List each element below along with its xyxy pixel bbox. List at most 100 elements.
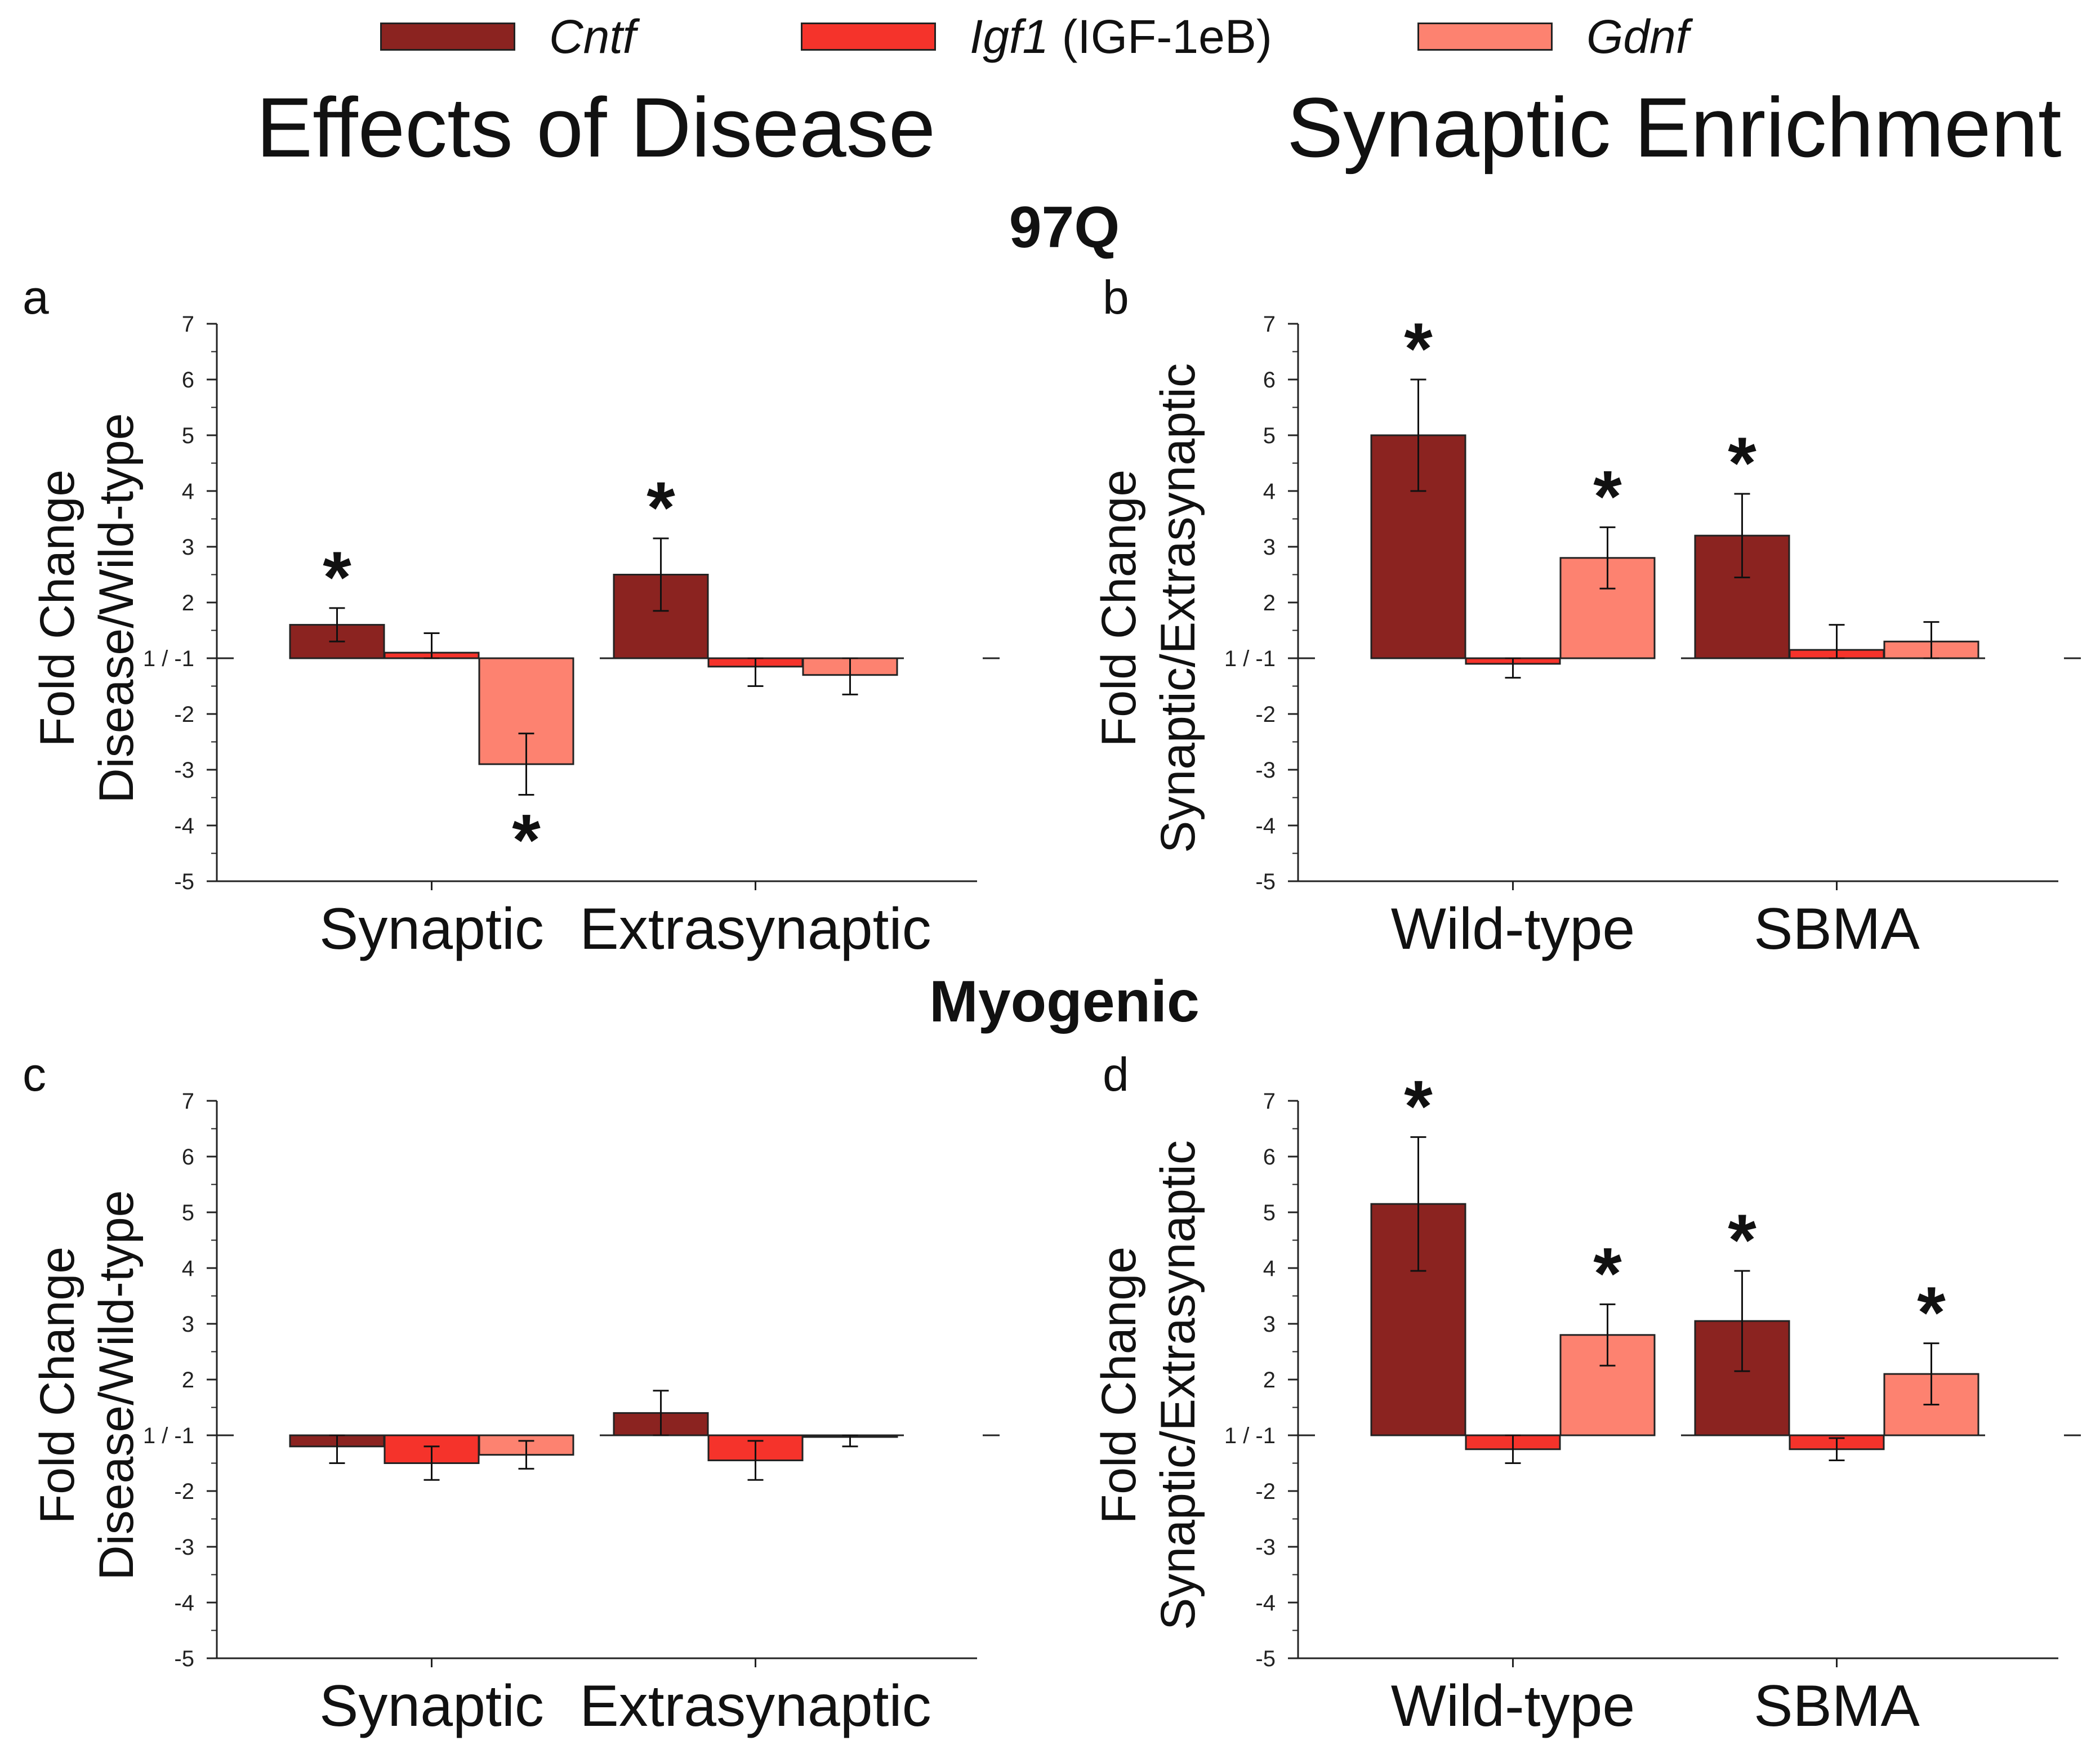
y-tick-label: -4 [174, 1591, 194, 1615]
y-tick-label: 7 [182, 312, 194, 337]
y-tick-label: 7 [1263, 1089, 1276, 1114]
y-tick-label: 2 [1263, 1368, 1276, 1393]
y-tick-label: -3 [174, 1535, 194, 1560]
y-axis-title-line1: Fold Change [30, 1246, 85, 1524]
y-tick-label: -2 [174, 1479, 194, 1504]
bar-cntf-sbma [1694, 1320, 1790, 1436]
bar-cntf-extrasynaptic [613, 1412, 709, 1436]
y-tick-label: -3 [1255, 1535, 1276, 1560]
y-tick-label: -4 [174, 814, 194, 838]
y-tick-label: 6 [1263, 368, 1276, 392]
bar-igf1-igf-1eb-synaptic [384, 651, 480, 659]
panel-letter-c: c [23, 1048, 46, 1101]
y-tick-label: -4 [1255, 814, 1276, 838]
y-axis-title-line2: Disease/Wild-type [90, 413, 144, 804]
legend-item-gdnf: Gdnf [1417, 10, 1689, 63]
legend-label-igf1: Igf1 (IGF-1eB) [970, 10, 1272, 63]
y-axis-title-line2: Synaptic/Extrasynaptic [1151, 1140, 1205, 1630]
y-tick-label: -5 [1255, 1646, 1276, 1671]
significance-star: * [1593, 455, 1622, 537]
bar-gdnf-wild-type [1559, 1334, 1656, 1436]
y-tick-label: -5 [174, 1646, 194, 1671]
bar-gdnf-sbma [1883, 640, 1979, 659]
y-tick-label: 5 [1263, 1200, 1276, 1225]
y-tick-label: 3 [1263, 535, 1276, 560]
bar-igf1-igf-1eb-extrasynaptic [707, 657, 804, 668]
legend-swatch-cntf [380, 23, 515, 51]
y-axis-title-line1: Fold Change [1092, 1246, 1147, 1524]
x-category-label-extrasynaptic: Extrasynaptic [579, 896, 931, 962]
legend-item-cntf: Cntf [380, 10, 636, 63]
y-tick-label: 4 [182, 479, 194, 504]
x-category-label-sbma: SBMA [1754, 896, 1920, 962]
y-tick-label: -2 [1255, 702, 1276, 727]
bar-cntf-wild-type [1370, 1203, 1466, 1436]
y-tick-label: 4 [1263, 479, 1276, 504]
column-title-enrichment: Synaptic Enrichment [1287, 80, 2062, 175]
panel-letter-a: a [23, 271, 49, 324]
significance-star: * [323, 536, 351, 618]
y-tick-label: 7 [1263, 312, 1276, 337]
significance-star: * [1728, 1199, 1756, 1281]
y-axis-title-line2: Disease/Wild-type [90, 1190, 144, 1581]
x-category-label-sbma: SBMA [1754, 1673, 1920, 1739]
x-category-label-synaptic: Synaptic [319, 896, 544, 962]
y-tick-label: 6 [182, 368, 194, 392]
legend-swatch-gdnf [1417, 23, 1553, 51]
y-tick-label: 5 [1263, 423, 1276, 448]
y-tick-label: -5 [174, 869, 194, 894]
bar-gdnf-wild-type [1559, 557, 1656, 659]
y-tick-label: -2 [1255, 1479, 1276, 1504]
legend-swatch-igf1 [801, 23, 936, 51]
y-axis-title-line2: Synaptic/Extrasynaptic [1151, 363, 1205, 853]
y-tick-label: 2 [182, 591, 194, 615]
column-title-disease: Effects of Disease [256, 80, 936, 175]
row-title-myogenic: Myogenic [929, 969, 1200, 1034]
bar-cntf-synaptic [289, 1434, 385, 1448]
y-tick-label: 4 [182, 1256, 194, 1281]
significance-star: * [512, 799, 541, 881]
x-category-label-synaptic: Synaptic [319, 1673, 544, 1739]
y-tick-label: 5 [182, 1200, 194, 1225]
y-tick-label: 6 [1263, 1145, 1276, 1170]
significance-star: * [1404, 307, 1433, 390]
bar-gdnf-extrasynaptic [802, 1434, 898, 1438]
legend-item-igf1: Igf1 (IGF-1eB) [801, 10, 1272, 63]
y-axis-title-d: Fold Change Synaptic/Extrasynaptic [1090, 1140, 1208, 1630]
y-tick-label: 4 [1263, 1256, 1276, 1281]
y-tick-label: -4 [1255, 1591, 1276, 1615]
y-tick-label: -3 [174, 758, 194, 783]
y-tick-label: 3 [182, 1312, 194, 1337]
y-tick-label: 1 / -1 [143, 1423, 194, 1448]
panel-letter-d: d [1103, 1048, 1129, 1101]
y-tick-label: 3 [1263, 1312, 1276, 1337]
y-tick-label: 6 [182, 1145, 194, 1170]
y-tick-label: 7 [182, 1089, 194, 1114]
y-axis-title-line1: Fold Change [30, 469, 85, 747]
bar-cntf-synaptic [289, 624, 385, 659]
significance-star: * [1728, 422, 1756, 504]
y-tick-label: 1 / -1 [1224, 646, 1276, 671]
y-tick-label: 3 [182, 535, 194, 560]
legend-label-gdnf: Gdnf [1586, 10, 1689, 63]
y-tick-label: 1 / -1 [1224, 1423, 1276, 1448]
bar-gdnf-synaptic [478, 657, 574, 765]
legend-label-cntf: Cntf [549, 10, 636, 63]
bar-igf1-igf-1eb-wild-type [1465, 657, 1561, 665]
y-tick-label: -5 [1255, 869, 1276, 894]
y-axis-title-a: Fold Change Disease/Wild-type [28, 413, 146, 804]
bar-igf1-igf-1eb-sbma [1789, 1434, 1885, 1450]
significance-star: * [1593, 1232, 1622, 1314]
bar-cntf-wild-type [1370, 434, 1466, 659]
y-tick-label: 2 [182, 1368, 194, 1393]
significance-star: * [647, 466, 675, 548]
bar-gdnf-sbma [1883, 1373, 1979, 1436]
bar-gdnf-synaptic [478, 1434, 574, 1456]
y-tick-label: 1 / -1 [143, 646, 194, 671]
significance-star: * [1404, 1065, 1433, 1147]
bar-cntf-sbma [1694, 534, 1790, 659]
